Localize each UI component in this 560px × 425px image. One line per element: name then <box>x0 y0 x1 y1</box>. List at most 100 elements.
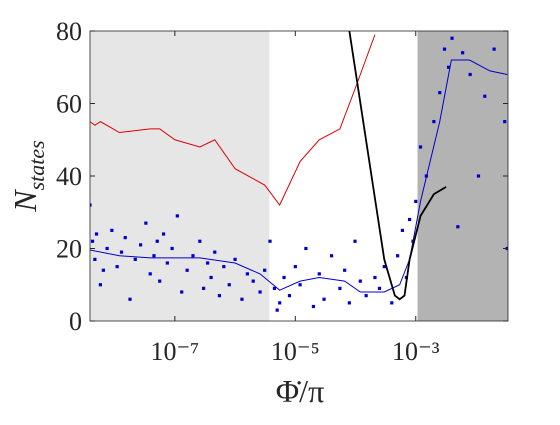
scatter-point <box>304 246 308 251</box>
scatter-point <box>119 250 124 254</box>
scatter-point <box>133 257 137 261</box>
scatter-point <box>364 294 368 298</box>
scatter-point <box>450 36 454 40</box>
scatter-point <box>170 246 174 251</box>
scatter-point <box>373 275 377 280</box>
scatter-point <box>165 261 169 265</box>
scatter-point <box>251 279 255 283</box>
scatter-point <box>94 232 99 236</box>
scatter-point <box>298 283 302 287</box>
series-line <box>90 34 376 206</box>
scatter-point <box>343 268 347 272</box>
y-tick-label: 40 <box>56 162 82 191</box>
y-tick-label: 0 <box>69 307 82 336</box>
scatter-point <box>98 283 102 287</box>
y-tick-label: 80 <box>56 17 82 46</box>
scatter-point <box>123 236 127 240</box>
plot-area <box>90 31 508 321</box>
scatter-point <box>377 286 382 290</box>
scatter-point <box>227 283 231 287</box>
scatter-point <box>258 290 262 294</box>
scatter-point <box>93 257 97 261</box>
scatter-point <box>268 239 272 243</box>
scatter-point <box>293 265 297 269</box>
scatter-point <box>287 294 292 298</box>
scatter-point <box>311 304 316 309</box>
scatter-point <box>201 286 206 290</box>
x-axis-label: Φ̇/π <box>276 373 324 409</box>
scatter-point <box>90 203 92 207</box>
scatter-point <box>476 174 481 178</box>
scatter-point <box>144 221 148 225</box>
scatter-point <box>446 65 451 69</box>
shaded-region <box>90 31 270 321</box>
scatter-point <box>90 239 95 243</box>
scatter-point <box>353 239 357 243</box>
scatter-point <box>492 47 496 51</box>
scatter-point <box>396 254 400 258</box>
scatter-point <box>438 91 442 95</box>
scatter-point <box>483 94 487 98</box>
scatter-point <box>191 254 195 258</box>
scatter-point <box>139 243 143 247</box>
scatter-point <box>275 308 279 312</box>
scatter-point <box>461 51 465 55</box>
scatter-point <box>317 272 321 276</box>
y-label-sub: states <box>24 140 49 190</box>
scatter-point <box>209 275 213 280</box>
scatter-point <box>128 297 132 301</box>
scatter-point <box>503 120 507 124</box>
scatter-point <box>418 145 423 149</box>
scatter-point <box>105 246 109 251</box>
scatter-point <box>456 225 460 229</box>
scatter-point <box>213 250 217 254</box>
x-tick-label: 10⁻⁷ <box>150 337 199 366</box>
shaded-region <box>417 31 508 321</box>
scatter-point <box>468 72 472 77</box>
scatter-point <box>278 301 282 305</box>
scatter-point <box>407 217 412 222</box>
scatter-point <box>175 214 179 218</box>
scatter-point <box>414 199 418 203</box>
scatter-point <box>217 294 222 298</box>
scatter-point <box>222 265 226 269</box>
scatter-point <box>240 297 244 301</box>
scatter-point <box>161 232 166 236</box>
series-line <box>90 59 508 293</box>
x-tick-label: 10⁻⁵ <box>271 337 320 366</box>
scatter-point <box>152 254 156 258</box>
scatter-point <box>233 257 237 261</box>
y-tick-label: 20 <box>56 235 82 264</box>
scatter-point <box>329 254 334 258</box>
scatter-point <box>245 272 249 276</box>
scatter-point <box>358 279 362 283</box>
scatter-point <box>322 297 326 301</box>
series-line <box>348 31 447 301</box>
scatter-point <box>148 272 152 276</box>
scatter-point <box>101 268 105 272</box>
y-label-main: N <box>7 189 43 213</box>
x-tick-label: 10⁻³ <box>392 337 440 366</box>
scatter-point <box>382 265 386 269</box>
scatter-point <box>390 301 394 305</box>
scatter-point <box>198 239 202 243</box>
scatter-point <box>185 268 189 272</box>
scatter-point <box>115 265 119 269</box>
y-axis-label: Nstates <box>7 140 49 212</box>
scatter-point <box>400 228 405 232</box>
scatter-point <box>347 301 351 305</box>
scatter-point <box>338 286 342 290</box>
y-tick-label: 60 <box>56 90 82 119</box>
scatter-point <box>442 47 447 51</box>
scatter-point <box>158 279 162 283</box>
scatter-point <box>432 120 436 124</box>
scatter-point <box>180 290 184 294</box>
scatter-point <box>206 261 210 265</box>
scatter-point <box>263 268 267 272</box>
scatter-point <box>272 286 277 290</box>
scatter-point <box>110 228 114 232</box>
scatter-point <box>155 239 159 243</box>
scatter-point <box>282 275 286 280</box>
